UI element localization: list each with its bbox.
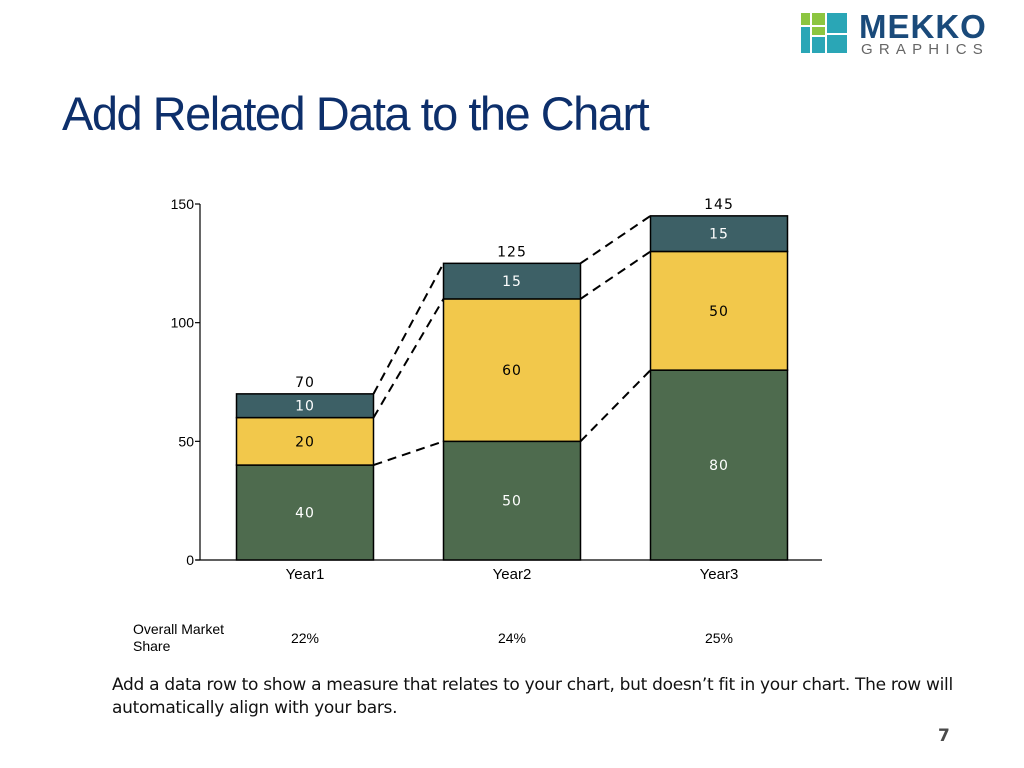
bar-total-label: 70 (295, 375, 315, 391)
series-connector-line (372, 262, 445, 395)
bar-segment (235, 464, 375, 561)
bar-total-label: 145 (704, 197, 734, 213)
y-tick-label: 150 (171, 196, 195, 212)
logo-wordmark-bottom: GRAPHICS (861, 41, 989, 58)
bar-segment (442, 298, 582, 443)
bar-segment (442, 262, 582, 300)
series-connector-line (372, 298, 445, 419)
bar-segment-label: 10 (295, 399, 315, 415)
bar-segment (235, 416, 375, 466)
x-category-label: Year2 (493, 566, 532, 583)
series-connector-line (579, 369, 652, 443)
bar-segment-label: 15 (502, 274, 522, 290)
bar-segment (235, 393, 375, 419)
bar-segment-label: 60 (502, 363, 522, 379)
x-category-label: Year1 (286, 566, 325, 583)
data-row-value: 24% (497, 630, 527, 646)
series-connector-line (579, 250, 652, 300)
bar-segment-label: 15 (709, 227, 729, 243)
bar-segment-label: 40 (295, 506, 315, 522)
data-row-value: 25% (704, 630, 734, 646)
series-connector-line (373, 440, 444, 467)
bar-segment (649, 250, 789, 371)
logo-mark-icon (801, 13, 847, 53)
series-connector-line (579, 215, 652, 265)
slide-caption: Add a data row to show a measure that re… (112, 675, 953, 718)
bar-segment-label: 80 (709, 458, 729, 474)
bar-segment-label: 50 (502, 494, 522, 510)
data-row-value: 22% (290, 630, 320, 646)
bar-segment (442, 440, 582, 561)
slide-title: Add Related Data to the Chart (62, 87, 650, 140)
bar-segment-label: 50 (709, 304, 729, 320)
x-category-label: Year3 (700, 566, 739, 583)
bar-total-label: 125 (497, 244, 527, 260)
y-tick-label: 100 (171, 315, 195, 331)
page-number: 7 (938, 726, 950, 746)
bar-segment-label: 20 (295, 434, 315, 450)
bar-segment (649, 215, 789, 253)
data-row-label: Overall Market Share (133, 621, 225, 654)
y-tick-label: 50 (178, 433, 194, 449)
logo-wordmark-top: MEKKO (859, 8, 987, 45)
y-tick-label: 0 (186, 552, 194, 568)
mekko-graphics-logo: MEKKO GRAPHICS (801, 8, 1011, 58)
